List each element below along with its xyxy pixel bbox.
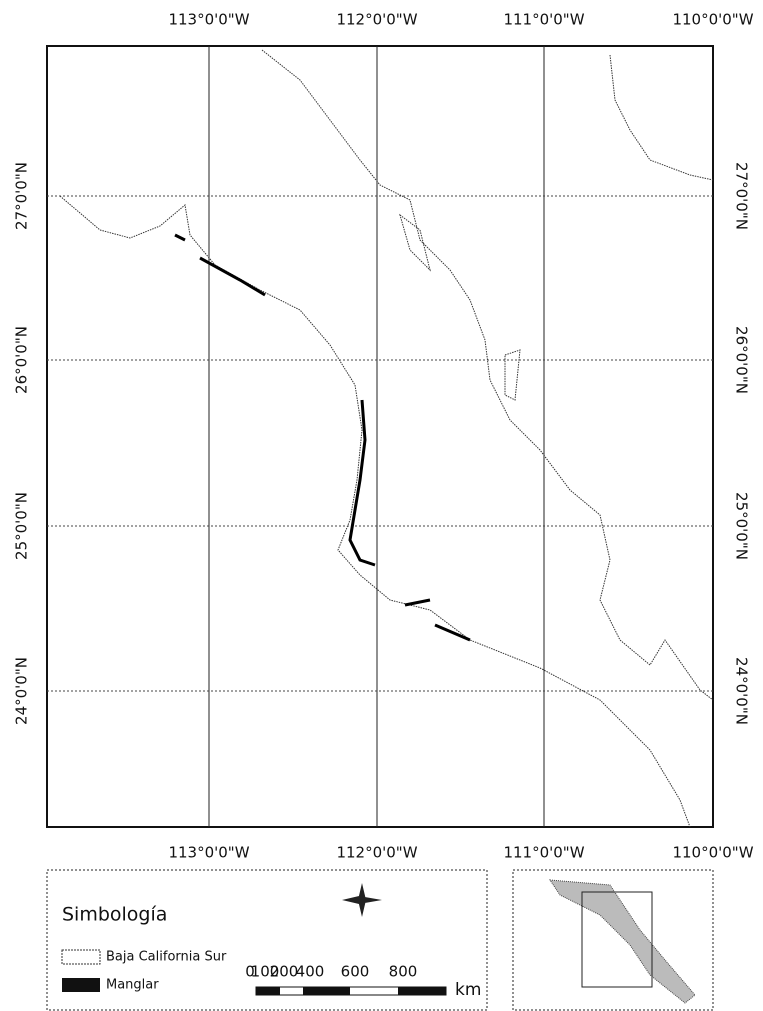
scale-label: 800	[389, 963, 418, 981]
scale-label: 600	[341, 963, 370, 981]
longitude-label: 111°0'0"W	[503, 844, 584, 862]
legend-box	[46, 869, 488, 1011]
latitude-label: 26°0'0"N	[13, 326, 31, 394]
scale-label: 0	[245, 963, 255, 981]
longitude-label: 110°0'0"W	[672, 11, 753, 29]
legend-title: Simbología	[62, 904, 167, 926]
inset-map	[512, 869, 714, 1011]
longitude-label: 110°0'0"W	[672, 844, 753, 862]
scale-unit: km	[455, 980, 481, 1000]
latitude-label: 25°0'0"N	[733, 492, 751, 560]
legend-item: Baja California Sur	[106, 950, 227, 965]
graticule	[47, 46, 713, 827]
latitude-label: 24°0'0"N	[13, 657, 31, 725]
scale-label: 400	[296, 963, 325, 981]
map-frame	[46, 45, 714, 828]
longitude-label: 112°0'0"W	[336, 844, 417, 862]
legend-item: Manglar	[106, 978, 159, 993]
longitude-label: 111°0'0"W	[503, 11, 584, 29]
latitude-label: 24°0'0"N	[733, 657, 751, 725]
legend-swatch	[61, 949, 101, 965]
latitude-label: 26°0'0"N	[733, 326, 751, 394]
latitude-label: 27°0'0"N	[733, 162, 751, 230]
north-arrow	[342, 883, 382, 917]
legend-swatch	[62, 978, 100, 992]
coastline	[59, 49, 714, 828]
longitude-label: 113°0'0"W	[168, 844, 249, 862]
mangrove-areas	[174, 233, 471, 642]
latitude-label: 25°0'0"N	[13, 492, 31, 560]
scale-label: 200	[270, 963, 299, 981]
scale-label: 100	[251, 963, 280, 981]
longitude-label: 112°0'0"W	[336, 11, 417, 29]
scale-bar	[255, 986, 447, 996]
longitude-label: 113°0'0"W	[168, 11, 249, 29]
latitude-label: 27°0'0"N	[13, 162, 31, 230]
